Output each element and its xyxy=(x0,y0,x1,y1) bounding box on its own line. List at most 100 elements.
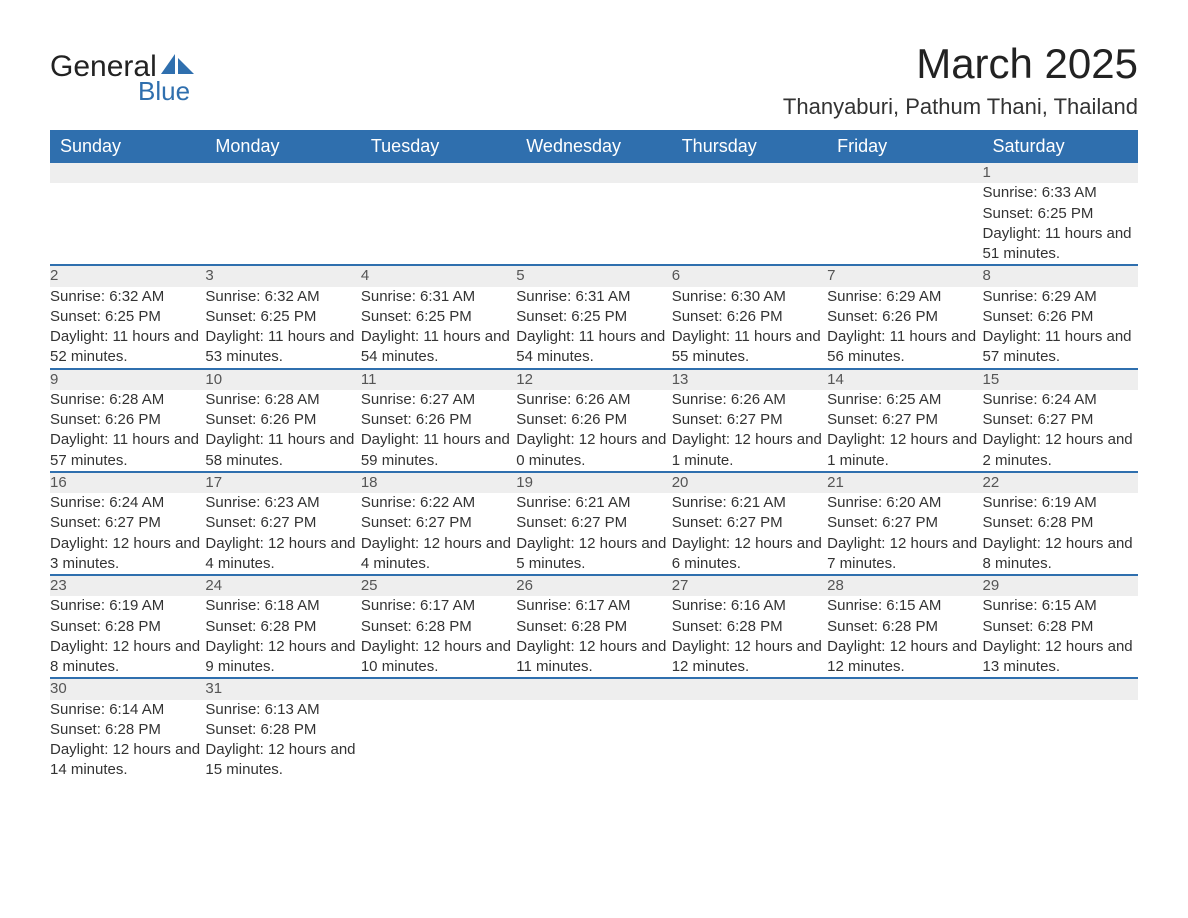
day-number-cell xyxy=(516,678,671,699)
weekday-header: Wednesday xyxy=(516,130,671,163)
sunset-text: Sunset: 6:26 PM xyxy=(50,410,205,430)
daylight-text: Daylight: 12 hours and 12 minutes. xyxy=(827,637,982,678)
sunset-text: Sunset: 6:25 PM xyxy=(516,307,671,327)
day-details-cell xyxy=(205,183,360,265)
day-number-cell: 21 xyxy=(827,472,982,493)
day-details-cell: Sunrise: 6:24 AMSunset: 6:27 PMDaylight:… xyxy=(983,390,1138,472)
day-number-cell xyxy=(672,678,827,699)
sunrise-text: Sunrise: 6:17 AM xyxy=(516,596,671,616)
daylight-text: Daylight: 12 hours and 15 minutes. xyxy=(205,740,360,781)
sunset-text: Sunset: 6:27 PM xyxy=(672,410,827,430)
day-number-cell: 24 xyxy=(205,575,360,596)
day-number-cell: 27 xyxy=(672,575,827,596)
daylight-text: Daylight: 12 hours and 6 minutes. xyxy=(672,534,827,575)
weekday-header: Thursday xyxy=(672,130,827,163)
sunset-text: Sunset: 6:27 PM xyxy=(827,513,982,533)
day-number-cell: 6 xyxy=(672,265,827,286)
day-details-cell: Sunrise: 6:29 AMSunset: 6:26 PMDaylight:… xyxy=(983,287,1138,369)
day-details-cell: Sunrise: 6:21 AMSunset: 6:27 PMDaylight:… xyxy=(516,493,671,575)
daylight-text: Daylight: 12 hours and 7 minutes. xyxy=(827,534,982,575)
day-number-cell: 2 xyxy=(50,265,205,286)
sunrise-text: Sunrise: 6:29 AM xyxy=(827,287,982,307)
day-details-cell: Sunrise: 6:26 AMSunset: 6:26 PMDaylight:… xyxy=(516,390,671,472)
day-number-cell: 19 xyxy=(516,472,671,493)
sunrise-text: Sunrise: 6:21 AM xyxy=(516,493,671,513)
daylight-text: Daylight: 11 hours and 57 minutes. xyxy=(50,430,205,471)
day-number-row: 23242526272829 xyxy=(50,575,1138,596)
daylight-text: Daylight: 11 hours and 52 minutes. xyxy=(50,327,205,368)
day-details-cell: Sunrise: 6:29 AMSunset: 6:26 PMDaylight:… xyxy=(827,287,982,369)
logo: General Blue xyxy=(50,40,195,107)
sunrise-text: Sunrise: 6:31 AM xyxy=(516,287,671,307)
day-number-cell: 9 xyxy=(50,369,205,390)
sunset-text: Sunset: 6:26 PM xyxy=(672,307,827,327)
sunrise-text: Sunrise: 6:30 AM xyxy=(672,287,827,307)
day-number-cell: 11 xyxy=(361,369,516,390)
sunset-text: Sunset: 6:28 PM xyxy=(516,617,671,637)
daylight-text: Daylight: 12 hours and 12 minutes. xyxy=(672,637,827,678)
day-number-row: 16171819202122 xyxy=(50,472,1138,493)
sunrise-text: Sunrise: 6:22 AM xyxy=(361,493,516,513)
sunrise-text: Sunrise: 6:16 AM xyxy=(672,596,827,616)
sunset-text: Sunset: 6:28 PM xyxy=(983,513,1138,533)
day-details-cell xyxy=(672,183,827,265)
weekday-header: Sunday xyxy=(50,130,205,163)
daylight-text: Daylight: 12 hours and 8 minutes. xyxy=(983,534,1138,575)
day-details-cell: Sunrise: 6:32 AMSunset: 6:25 PMDaylight:… xyxy=(50,287,205,369)
day-number-cell xyxy=(361,163,516,183)
day-details-cell: Sunrise: 6:33 AMSunset: 6:25 PMDaylight:… xyxy=(983,183,1138,265)
day-details-cell: Sunrise: 6:28 AMSunset: 6:26 PMDaylight:… xyxy=(205,390,360,472)
sunrise-text: Sunrise: 6:28 AM xyxy=(50,390,205,410)
weekday-header: Monday xyxy=(205,130,360,163)
day-details-cell: Sunrise: 6:27 AMSunset: 6:26 PMDaylight:… xyxy=(361,390,516,472)
sunset-text: Sunset: 6:27 PM xyxy=(205,513,360,533)
daylight-text: Daylight: 12 hours and 3 minutes. xyxy=(50,534,205,575)
day-details-cell: Sunrise: 6:18 AMSunset: 6:28 PMDaylight:… xyxy=(205,596,360,678)
daylight-text: Daylight: 12 hours and 1 minute. xyxy=(827,430,982,471)
day-number-cell: 20 xyxy=(672,472,827,493)
month-title: March 2025 xyxy=(783,40,1138,88)
sunrise-text: Sunrise: 6:13 AM xyxy=(205,700,360,720)
day-details-cell xyxy=(672,700,827,781)
day-details-row: Sunrise: 6:28 AMSunset: 6:26 PMDaylight:… xyxy=(50,390,1138,472)
day-number-cell: 25 xyxy=(361,575,516,596)
daylight-text: Daylight: 12 hours and 4 minutes. xyxy=(361,534,516,575)
sunset-text: Sunset: 6:28 PM xyxy=(827,617,982,637)
day-details-cell: Sunrise: 6:30 AMSunset: 6:26 PMDaylight:… xyxy=(672,287,827,369)
day-details-cell: Sunrise: 6:21 AMSunset: 6:27 PMDaylight:… xyxy=(672,493,827,575)
day-details-cell: Sunrise: 6:13 AMSunset: 6:28 PMDaylight:… xyxy=(205,700,360,781)
day-details-cell xyxy=(50,183,205,265)
daylight-text: Daylight: 12 hours and 10 minutes. xyxy=(361,637,516,678)
day-details-cell: Sunrise: 6:22 AMSunset: 6:27 PMDaylight:… xyxy=(361,493,516,575)
daylight-text: Daylight: 12 hours and 0 minutes. xyxy=(516,430,671,471)
sunset-text: Sunset: 6:28 PM xyxy=(205,720,360,740)
sunset-text: Sunset: 6:27 PM xyxy=(516,513,671,533)
day-number-cell: 15 xyxy=(983,369,1138,390)
day-number-cell xyxy=(983,678,1138,699)
sunset-text: Sunset: 6:26 PM xyxy=(983,307,1138,327)
sunrise-text: Sunrise: 6:24 AM xyxy=(50,493,205,513)
weekday-header-row: Sunday Monday Tuesday Wednesday Thursday… xyxy=(50,130,1138,163)
sunrise-text: Sunrise: 6:28 AM xyxy=(205,390,360,410)
sunset-text: Sunset: 6:27 PM xyxy=(361,513,516,533)
sunrise-text: Sunrise: 6:15 AM xyxy=(827,596,982,616)
sunset-text: Sunset: 6:28 PM xyxy=(983,617,1138,637)
day-number-cell xyxy=(50,163,205,183)
daylight-text: Daylight: 11 hours and 54 minutes. xyxy=(361,327,516,368)
day-details-row: Sunrise: 6:24 AMSunset: 6:27 PMDaylight:… xyxy=(50,493,1138,575)
daylight-text: Daylight: 11 hours and 57 minutes. xyxy=(983,327,1138,368)
sunrise-text: Sunrise: 6:15 AM xyxy=(983,596,1138,616)
day-number-cell: 10 xyxy=(205,369,360,390)
sunrise-text: Sunrise: 6:29 AM xyxy=(983,287,1138,307)
sunset-text: Sunset: 6:27 PM xyxy=(50,513,205,533)
calendar-table: Sunday Monday Tuesday Wednesday Thursday… xyxy=(50,130,1138,781)
sunrise-text: Sunrise: 6:24 AM xyxy=(983,390,1138,410)
daylight-text: Daylight: 12 hours and 4 minutes. xyxy=(205,534,360,575)
day-number-cell: 31 xyxy=(205,678,360,699)
day-details-cell: Sunrise: 6:20 AMSunset: 6:27 PMDaylight:… xyxy=(827,493,982,575)
daylight-text: Daylight: 12 hours and 8 minutes. xyxy=(50,637,205,678)
sunset-text: Sunset: 6:27 PM xyxy=(672,513,827,533)
day-details-cell: Sunrise: 6:31 AMSunset: 6:25 PMDaylight:… xyxy=(361,287,516,369)
day-number-cell: 18 xyxy=(361,472,516,493)
day-number-cell xyxy=(827,163,982,183)
